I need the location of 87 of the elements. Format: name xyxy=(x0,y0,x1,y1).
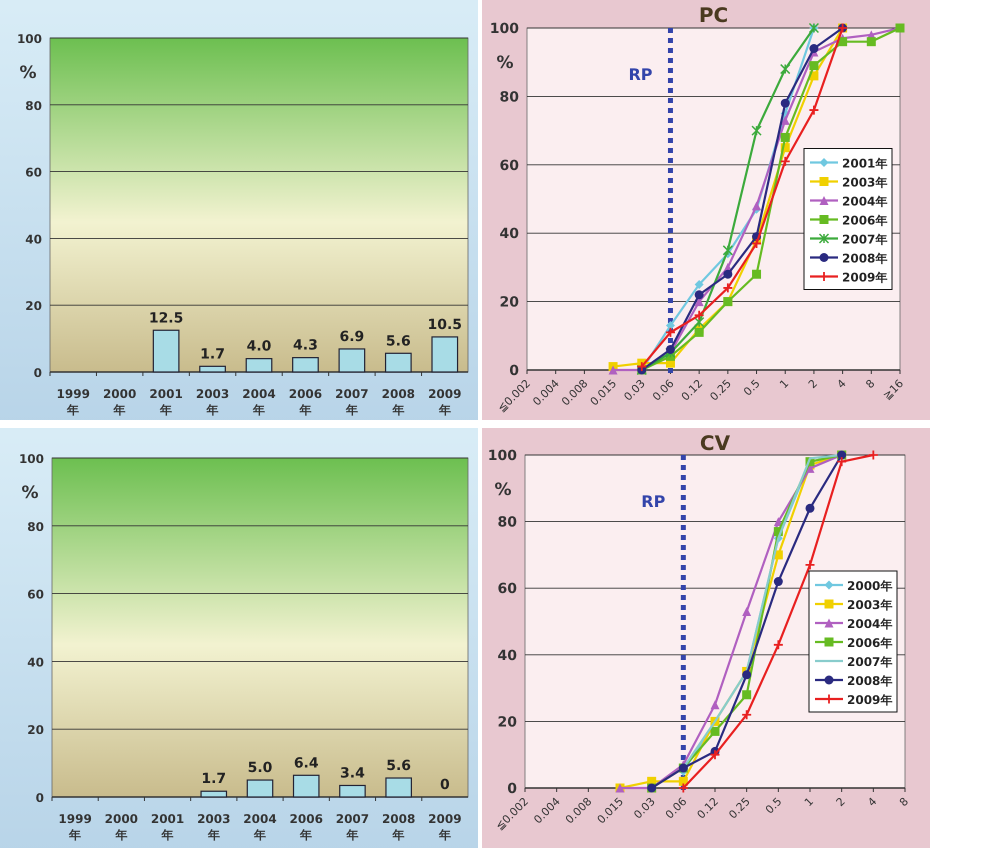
x-tick-label: 2001年 xyxy=(150,812,184,842)
data-label: 10.5 xyxy=(428,316,462,333)
legend-label: 2009年 xyxy=(842,270,888,284)
ref-line-label: RP xyxy=(641,492,666,511)
y-tick-label: 80 xyxy=(500,89,520,106)
legend-label: 2006年 xyxy=(847,636,892,650)
y-axis-title: % xyxy=(21,483,39,503)
x-tick-label: 2003年 xyxy=(196,387,230,417)
y-tick-label: 60 xyxy=(498,581,518,598)
x-tick-label: 2 xyxy=(834,794,848,810)
x-tick-label: 0.5 xyxy=(762,794,784,816)
y-tick-label: 60 xyxy=(25,166,42,180)
y-tick-label: 100 xyxy=(16,32,42,46)
data-label: 5.6 xyxy=(386,333,411,350)
x-tick-label: 2004年 xyxy=(243,812,277,842)
y-axis-title: % xyxy=(494,480,512,500)
legend-label: 2008年 xyxy=(847,674,892,688)
data-label: 3.4 xyxy=(340,765,366,782)
x-tick-label: 2006年 xyxy=(288,387,322,417)
y-tick-label: 60 xyxy=(27,588,44,602)
legend-label: 2009年 xyxy=(847,693,892,707)
data-label: 4.0 xyxy=(246,338,272,355)
y-tick-label: 0 xyxy=(509,363,520,379)
y-axis-title: % xyxy=(496,53,514,73)
data-label: 5.0 xyxy=(248,760,273,776)
x-tick-label: 1 xyxy=(777,376,792,392)
legend-label: 2004年 xyxy=(847,617,892,631)
chart-title: PC xyxy=(698,3,728,27)
y-axis-title: % xyxy=(19,63,37,83)
legend-label: 2006年 xyxy=(842,214,888,228)
x-tick-label: 2007年 xyxy=(336,812,370,842)
x-tick-label: 2008年 xyxy=(382,812,416,842)
y-tick-label: 80 xyxy=(25,98,42,113)
x-tick-label: 2 xyxy=(806,376,820,392)
data-label: 6.4 xyxy=(294,755,319,772)
x-tick-label: 2000年 xyxy=(104,812,138,842)
chart-title: CV xyxy=(700,431,731,455)
y-tick-label: 0 xyxy=(34,366,42,380)
legend-label: 2007年 xyxy=(842,232,888,246)
legend-label: 2007年 xyxy=(847,655,892,669)
x-tick-label: 4 xyxy=(865,794,880,810)
x-tick-label: 2000年 xyxy=(102,387,136,417)
legend-label: 2003年 xyxy=(842,176,888,190)
y-tick-label: 40 xyxy=(25,232,42,246)
x-tick-label: 8 xyxy=(896,794,912,810)
data-label: 6.9 xyxy=(339,328,364,345)
x-tick-label: 1999年 xyxy=(56,387,90,417)
y-tick-label: 40 xyxy=(27,655,44,670)
x-tick-label: 1 xyxy=(802,794,816,810)
x-tick-label: 2001年 xyxy=(149,387,183,417)
y-tick-label: 80 xyxy=(498,514,518,531)
y-tick-label: 0 xyxy=(507,781,518,797)
x-tick-label: 2009年 xyxy=(428,387,462,417)
legend-label: 2000年 xyxy=(847,579,892,593)
y-tick-label: 100 xyxy=(18,452,44,466)
data-label: 4.3 xyxy=(293,338,318,354)
legend-label: 2004年 xyxy=(842,194,888,208)
data-label: 1.7 xyxy=(200,346,225,362)
x-tick-label: 2006年 xyxy=(290,812,323,842)
data-label: 1.7 xyxy=(201,771,226,788)
y-tick-label: 0 xyxy=(36,791,44,805)
y-tick-label: 80 xyxy=(27,520,44,534)
data-label: 0 xyxy=(440,777,450,793)
x-tick-label: 2004年 xyxy=(242,387,276,417)
y-tick-label: 100 xyxy=(490,21,520,37)
y-tick-label: 60 xyxy=(500,158,520,174)
y-tick-label: 20 xyxy=(498,714,518,730)
ref-line-label: RP xyxy=(628,65,653,84)
x-tick-label: 2008年 xyxy=(382,387,416,417)
x-tick-label: 0.5 xyxy=(741,376,763,398)
x-tick-label: 1999年 xyxy=(58,812,92,842)
legend-label: 2001年 xyxy=(842,156,888,170)
y-tick-label: 20 xyxy=(500,294,520,311)
data-label: 5.6 xyxy=(386,758,412,774)
y-tick-label: 20 xyxy=(27,723,44,738)
legend-label: 2003年 xyxy=(847,598,892,612)
y-tick-label: 20 xyxy=(25,299,42,314)
y-tick-label: 40 xyxy=(498,648,518,664)
x-tick-label: 2009年 xyxy=(428,812,462,842)
data-label: 12.5 xyxy=(148,310,184,326)
y-tick-label: 40 xyxy=(500,226,520,242)
legend-label: 2008年 xyxy=(842,252,888,266)
y-tick-label: 100 xyxy=(488,448,518,464)
x-tick-label: 8 xyxy=(863,376,878,392)
x-tick-label: 2003年 xyxy=(197,812,230,842)
x-tick-label: 4 xyxy=(834,376,849,392)
x-tick-label: 2007年 xyxy=(335,387,369,417)
